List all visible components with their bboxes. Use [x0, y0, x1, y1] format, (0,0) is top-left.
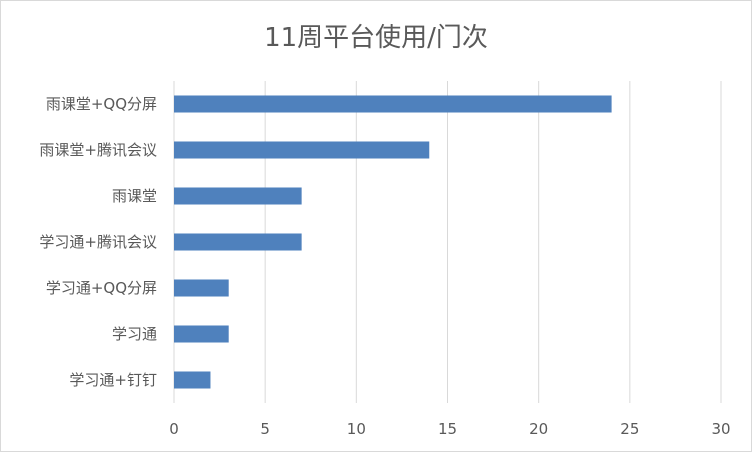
x-tick-label: 5 — [260, 420, 270, 438]
category-label: 雨课堂 — [112, 187, 157, 205]
bar — [174, 371, 211, 389]
bar — [174, 95, 612, 113]
x-tick-label: 30 — [711, 420, 730, 438]
category-label: 学习通+腾讯会议 — [39, 233, 157, 251]
bar — [174, 325, 229, 343]
x-axis-tick-labels: 0 5 10 15 20 25 30 — [169, 420, 730, 438]
chart-title: 11周平台使用/门次 — [264, 23, 488, 53]
bar — [174, 233, 302, 251]
x-tick-label: 25 — [620, 420, 639, 438]
category-label: 学习通+钉钉 — [69, 371, 157, 389]
bar — [174, 279, 229, 297]
x-tick-label: 20 — [529, 420, 548, 438]
bars — [174, 95, 612, 389]
category-label: 雨课堂+QQ分屏 — [46, 95, 157, 113]
bar — [174, 141, 430, 159]
x-tick-label: 10 — [347, 420, 366, 438]
category-label: 学习通 — [112, 325, 157, 343]
bar — [174, 187, 302, 205]
category-label: 雨课堂+腾讯会议 — [39, 141, 157, 159]
category-labels: 雨课堂+QQ分屏雨课堂+腾讯会议雨课堂学习通+腾讯会议学习通+QQ分屏学习通学习… — [39, 95, 157, 389]
x-tick-label: 0 — [169, 420, 179, 438]
category-label: 学习通+QQ分屏 — [46, 279, 157, 297]
x-tick-label: 15 — [438, 420, 457, 438]
